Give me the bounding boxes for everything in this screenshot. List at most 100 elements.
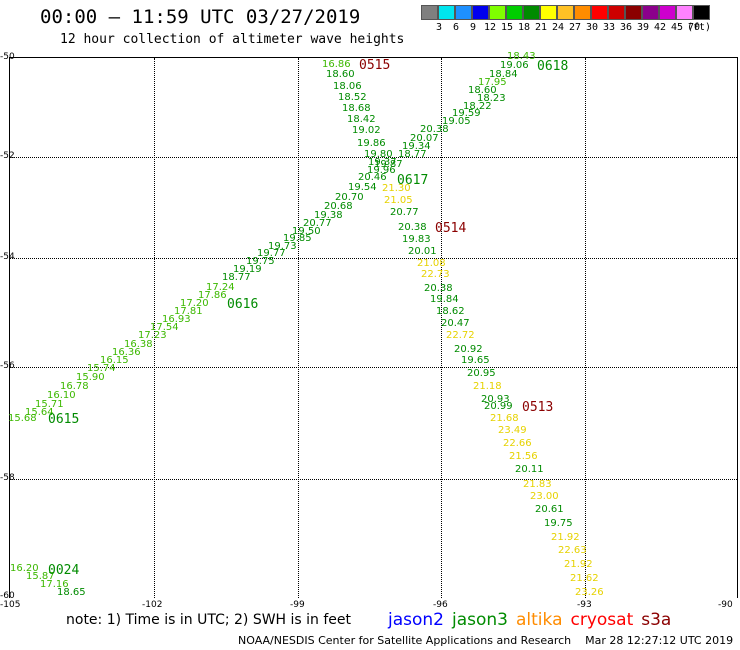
- gridline-lat: [10, 157, 737, 158]
- wave-height-value: 19.96: [367, 165, 396, 176]
- wave-height-value: 19.65: [461, 355, 490, 366]
- scale-swatch: [659, 5, 676, 20]
- wave-height-value: 21.92: [551, 532, 580, 543]
- wave-height-value: 16.15: [100, 355, 129, 366]
- wave-height-value: 17.20: [180, 298, 209, 309]
- wave-height-value: 19.19: [233, 264, 262, 275]
- wave-height-value: 23.26: [575, 587, 604, 598]
- lat-label: -54: [0, 252, 15, 262]
- scale-label: 3: [435, 22, 443, 33]
- pass-time-label: 0515: [359, 58, 391, 73]
- wave-height-value: 21.18: [473, 381, 502, 392]
- scale-swatch: [625, 5, 642, 20]
- scale-label: 9: [469, 22, 477, 33]
- wave-height-value: 15.68: [8, 413, 37, 424]
- wave-height-value: 17.86: [198, 290, 227, 301]
- wave-height-value: 18.62: [436, 306, 465, 317]
- scale-label: 27: [568, 22, 582, 33]
- scale-swatch: [455, 5, 472, 20]
- lat-label: -52: [0, 151, 15, 161]
- wave-height-value: 19.75: [544, 518, 573, 529]
- wave-height-value: 15.87: [26, 571, 55, 582]
- wave-height-value: 15.71: [35, 399, 64, 410]
- wave-height-value: 18.52: [338, 92, 367, 103]
- wave-height-value: 23.49: [498, 425, 527, 436]
- wave-height-value: 22.63: [558, 545, 587, 556]
- scale-swatch: [557, 5, 574, 20]
- wave-height-value: 21.62: [570, 573, 599, 584]
- wave-height-value: 19.86: [357, 138, 386, 149]
- wave-height-value: 18.84: [489, 69, 518, 80]
- gridline-lon: [441, 58, 442, 598]
- wave-height-value: 17.23: [138, 330, 167, 341]
- scale-swatch: [574, 5, 591, 20]
- wave-height-value: 18.60: [326, 69, 355, 80]
- wave-height-value: 18.77: [398, 149, 427, 160]
- lat-label: -56: [0, 361, 15, 371]
- wave-height-value: 21.68: [490, 413, 519, 424]
- lon-label: -105: [0, 600, 21, 610]
- scale-label: 6: [452, 22, 460, 33]
- wave-height-value: 20.38: [424, 283, 453, 294]
- scale-label: 33: [602, 22, 616, 33]
- wave-height-value: 15.64: [25, 407, 54, 418]
- wave-height-value: 15.90: [76, 372, 105, 383]
- scale-label: 45: [670, 22, 684, 33]
- pass-time-label: 0514: [435, 221, 467, 236]
- wave-height-value: 16.86: [322, 59, 351, 70]
- scale-swatch: [693, 5, 710, 20]
- wave-height-value: 18.43: [507, 51, 536, 62]
- legend-jason3: jason3: [452, 610, 508, 630]
- scale-swatch: [591, 5, 608, 20]
- wave-height-value: 19.73: [268, 241, 297, 252]
- wave-height-value: 20.70: [335, 192, 364, 203]
- lon-label: -102: [142, 600, 163, 610]
- wave-height-value: 16.10: [47, 390, 76, 401]
- wave-height-value: 20.07: [410, 133, 439, 144]
- wave-height-value: 20.77: [303, 218, 332, 229]
- wave-height-value: 19.75: [246, 256, 275, 267]
- wave-height-value: 17.16: [40, 579, 69, 590]
- scale-swatch: [438, 5, 455, 20]
- wave-height-value: 18.23: [477, 93, 506, 104]
- gridline-lon: [298, 58, 299, 598]
- satellite-legend: jason2 jason3 altika cryosat s3a: [388, 610, 679, 630]
- wave-height-value: 18.22: [463, 101, 492, 112]
- wave-height-value: 19.37: [368, 157, 397, 168]
- wave-height-value: 18.42: [347, 114, 376, 125]
- scale-unit: (ft): [687, 22, 712, 33]
- wave-height-value: 16.38: [124, 339, 153, 350]
- wave-height-value: 18.60: [468, 85, 497, 96]
- wave-height-value: 19.85: [283, 233, 312, 244]
- note-text: note: 1) Time is in UTC; 2) SWH is in fe…: [66, 612, 352, 628]
- wave-height-value: 16.93: [162, 314, 191, 325]
- gridline-lat: [10, 258, 737, 259]
- scale-swatch: [540, 5, 557, 20]
- wave-height-value: 16.36: [112, 347, 141, 358]
- legend-cryosat: cryosat: [570, 610, 634, 630]
- wave-height-value: 21.08: [417, 258, 446, 269]
- pass-time-label: 0618: [537, 59, 569, 74]
- wave-height-value: 20.61: [535, 504, 564, 515]
- wave-height-value: 19.54: [348, 182, 377, 193]
- wave-height-value: 19.02: [352, 125, 381, 136]
- wave-height-value: 20.46: [358, 172, 387, 183]
- gridline-lon: [154, 58, 155, 598]
- wave-height-value: 20.68: [324, 201, 353, 212]
- wave-height-value: 20.38: [420, 124, 449, 135]
- scale-swatch: [489, 5, 506, 20]
- scale-label: 30: [585, 22, 599, 33]
- wave-height-value: 21.56: [509, 451, 538, 462]
- scale-label: 15: [500, 22, 514, 33]
- map-title: 00:00 — 11:59 UTC 03/27/2019: [40, 6, 361, 28]
- legend-altika: altika: [516, 610, 563, 630]
- scale-label: 36: [619, 22, 633, 33]
- gridline-lat: [10, 367, 737, 368]
- wave-height-value: 17.81: [174, 306, 203, 317]
- scale-label: 12: [483, 22, 497, 33]
- wave-height-value: 18.65: [57, 587, 86, 598]
- lon-label: -90: [718, 600, 733, 610]
- wave-height-value: 20.77: [390, 207, 419, 218]
- wave-height-value: 19.50: [292, 226, 321, 237]
